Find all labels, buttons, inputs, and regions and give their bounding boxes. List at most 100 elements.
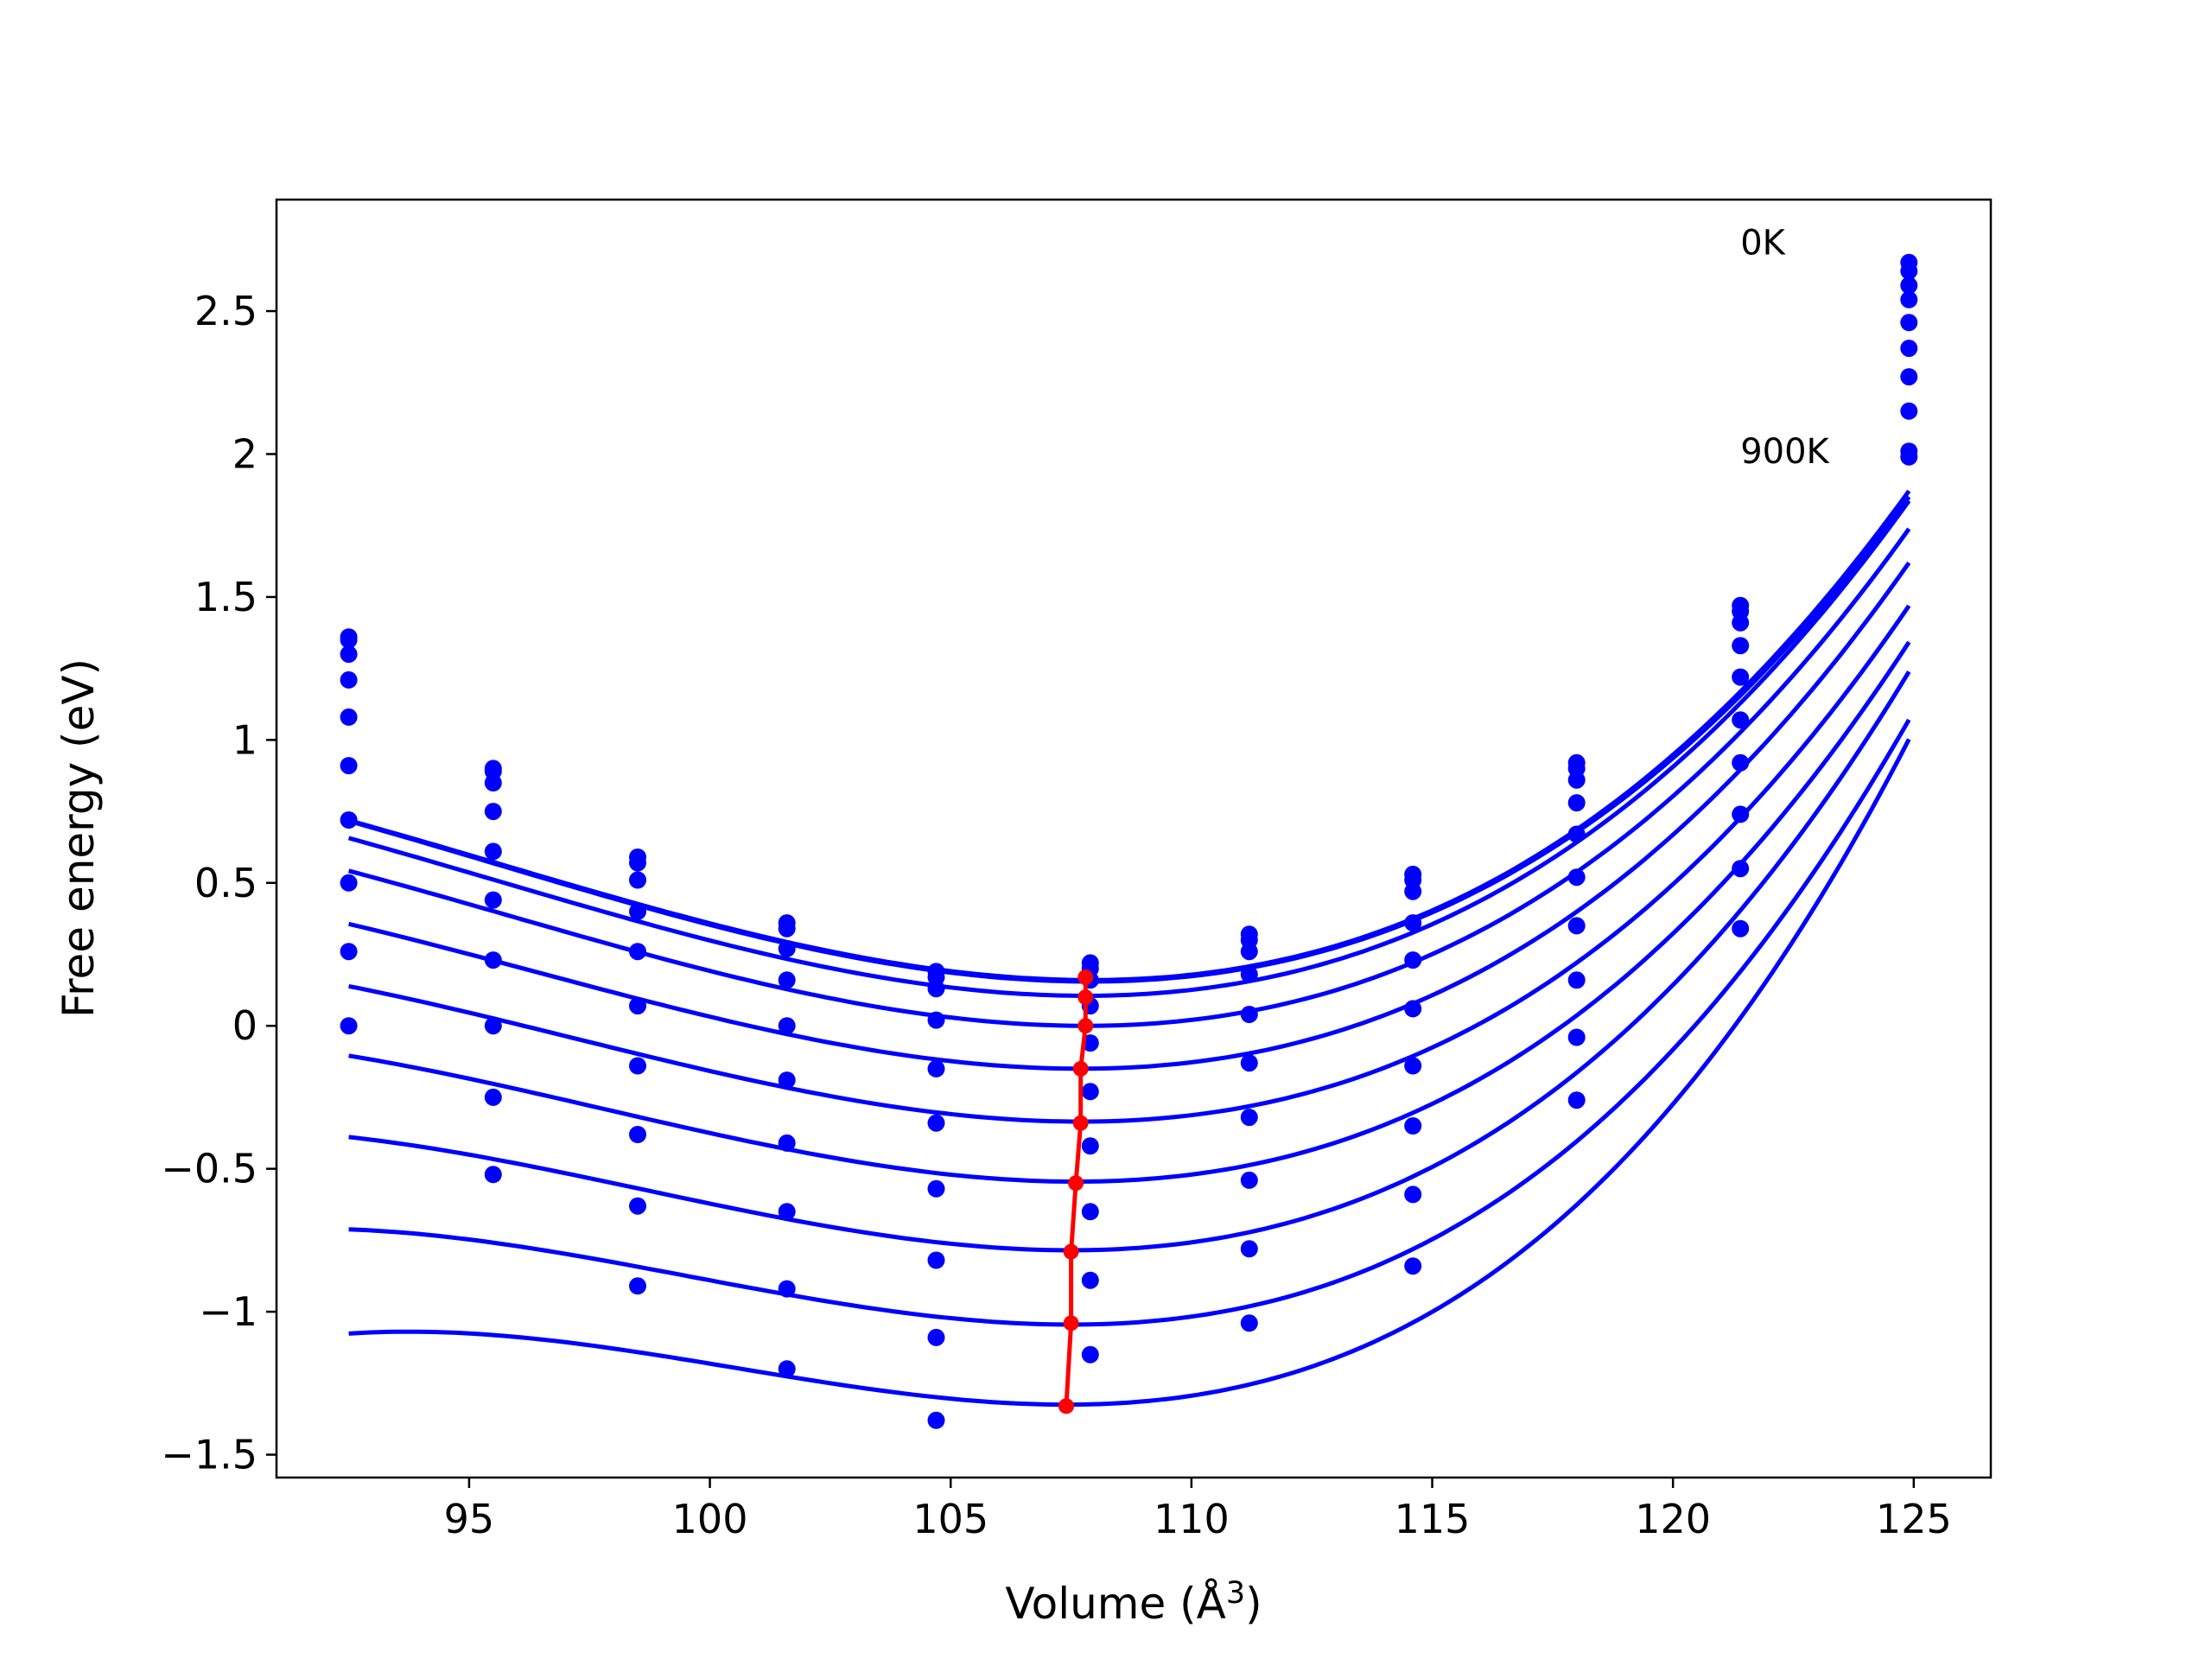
data-point-s3-2 [484,774,502,791]
data-point-s3-10 [1732,613,1750,632]
data-point-s6-4 [778,1071,796,1090]
data-point-s3-3 [629,871,646,889]
data-point-s7-11 [1900,368,1918,386]
data-point-s8-7 [1240,1171,1258,1189]
data-point-s10-7 [1240,1314,1258,1332]
data-point-s9-7 [1240,1240,1258,1258]
y-tick-label-−0.5: −0.5 [161,1146,257,1192]
plot-area [276,200,1991,1478]
data-point-s6-2 [484,891,502,909]
data-point-s4-3 [629,902,646,920]
data-point-s9-2 [484,1088,502,1106]
fit-curve-9 [348,718,1911,1327]
data-point-s3-1 [340,645,358,664]
data-point-s7-8 [1404,1057,1422,1075]
minimum-energy-path [1058,969,1094,1414]
x-tick-label-95: 95 [444,1496,495,1542]
minimum-path-point-5 [1072,1115,1089,1131]
data-point-s8-9 [1567,971,1586,989]
annotation-1: 0K [1740,224,1786,264]
data-point-s10-2 [484,1166,502,1184]
annotations: 0K 900K [1740,224,1830,473]
data-point-s3-8 [1404,882,1422,900]
minimum-path-point-1 [1077,969,1094,985]
fit-curve-7 [348,640,1911,1184]
minimum-path-point-4 [1072,1060,1089,1077]
data-point-s10-10 [1732,919,1750,938]
data-point-s8-6 [1081,1203,1099,1221]
data-point-s6-1 [340,757,358,775]
data-point-s8-11 [1900,402,1918,420]
data-point-s4-7 [1240,965,1258,983]
y-axis-label: Free energy (eV) [54,658,104,1018]
data-point-s6-5 [927,1114,945,1132]
data-point-s2-11 [1900,262,1918,280]
data-point-s10-5 [927,1411,945,1429]
data-point-s3-5 [927,980,945,998]
minimum-path-point-7 [1063,1243,1079,1260]
data-point-s3-11 [1900,276,1918,295]
y-tick-label-1: 1 [232,716,257,763]
data-point-s6-9 [1567,868,1586,887]
y-tick-label-2.5: 2.5 [194,288,257,334]
data-point-s7-3 [629,1057,646,1075]
fit-curve-5 [348,561,1911,1071]
data-point-s9-9 [1567,1028,1586,1046]
x-tick-label-110: 110 [1154,1496,1230,1542]
y-tick-label-2: 2 [232,430,257,477]
data-point-s4-2 [484,803,502,821]
data-point-s5-5 [927,1059,945,1077]
minimum-path-point-2 [1077,989,1094,1006]
data-point-s8-3 [629,1126,646,1143]
data-point-s8-5 [927,1251,945,1269]
data-point-s7-1 [340,811,358,829]
data-point-s3-9 [1567,771,1586,789]
x-tick-label-125: 125 [1876,1496,1952,1542]
data-point-s6-11 [1900,340,1918,358]
plot-frame [275,198,1993,1479]
x-tick-label-115: 115 [1395,1496,1471,1542]
data-point-s10-9 [1567,1091,1586,1109]
data-point-s8-1 [340,874,358,892]
data-point-s8-8 [1404,1117,1422,1135]
data-point-s4-5 [927,1011,945,1029]
fit-curve-4 [347,527,1911,1028]
data-points [340,253,1918,1429]
data-point-s2-4 [778,919,796,938]
data-point-s5-11 [1900,314,1918,332]
data-point-s10-4 [778,1360,796,1378]
data-point-s7-10 [1732,753,1750,772]
x-axis-ticks: 95 100 105 110 115 120 125 [444,1478,1952,1542]
data-point-s9-3 [629,1197,646,1215]
y-tick-label-0.5: 0.5 [194,860,257,906]
minimum-path-point-6 [1068,1175,1084,1192]
minimum-path-point-10 [1058,1398,1074,1414]
data-point-s6-8 [1404,1000,1422,1018]
data-point-s10-11 [1900,448,1918,466]
data-point-s10-8 [1404,1257,1422,1275]
data-point-s3-7 [1240,943,1258,961]
data-point-s10-3 [629,1277,646,1295]
data-point-s3-4 [778,939,796,957]
fit-curves [347,489,1911,1408]
data-point-s4-9 [1567,794,1586,812]
data-point-s8-4 [778,1203,796,1221]
data-point-s10-6 [1081,1345,1099,1363]
data-point-s4-10 [1732,637,1750,655]
data-point-s5-7 [1240,1006,1258,1023]
y-axis-ticks: −1.5 −1 −0.5 0 0.5 1 1.5 2 2.5 [161,288,276,1478]
data-point-s6-3 [629,997,646,1015]
x-tick-label-120: 120 [1635,1496,1711,1542]
data-point-s2-1 [340,631,358,649]
data-point-s7-7 [1240,1109,1258,1127]
x-axis-label: Volume (Å3) [1005,1576,1262,1629]
data-point-s5-10 [1732,668,1750,686]
fit-curve-6 [348,604,1911,1124]
data-point-s9-6 [1081,1271,1099,1289]
data-point-s6-6 [1081,1083,1099,1101]
data-point-s5-1 [340,708,358,726]
data-point-s6-7 [1240,1054,1258,1072]
data-point-s8-2 [484,1017,502,1035]
y-tick-label-0: 0 [232,1002,257,1049]
